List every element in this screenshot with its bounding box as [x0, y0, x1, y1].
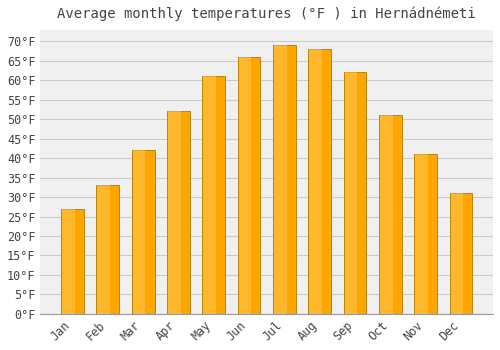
- Bar: [450, 193, 464, 314]
- Bar: [273, 45, 296, 314]
- Bar: [308, 49, 331, 314]
- Bar: [274, 45, 286, 314]
- Bar: [96, 186, 119, 314]
- Bar: [344, 72, 366, 314]
- Bar: [132, 150, 154, 314]
- Bar: [450, 193, 472, 314]
- Bar: [414, 154, 437, 314]
- Bar: [168, 111, 180, 314]
- Bar: [167, 111, 190, 314]
- Bar: [238, 57, 260, 314]
- Bar: [416, 154, 428, 314]
- Bar: [204, 76, 216, 314]
- Bar: [62, 209, 74, 314]
- Bar: [344, 72, 358, 314]
- Bar: [379, 115, 402, 314]
- Bar: [380, 115, 392, 314]
- Bar: [61, 209, 84, 314]
- Title: Average monthly temperatures (°F ) in Hernádnémeti: Average monthly temperatures (°F ) in He…: [58, 7, 476, 21]
- Bar: [132, 150, 145, 314]
- Bar: [310, 49, 322, 314]
- Bar: [238, 57, 252, 314]
- Bar: [98, 186, 110, 314]
- Bar: [202, 76, 225, 314]
